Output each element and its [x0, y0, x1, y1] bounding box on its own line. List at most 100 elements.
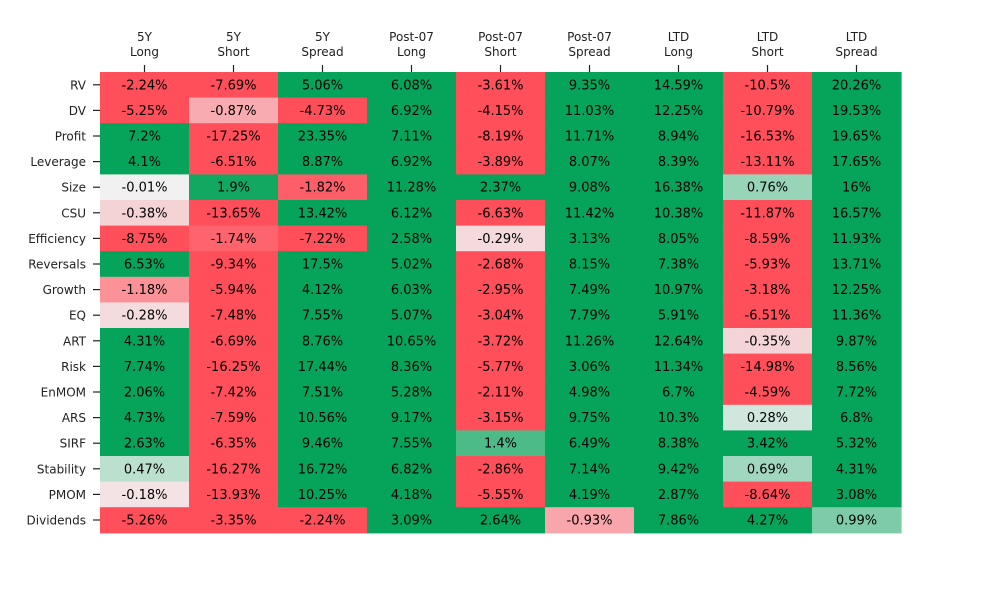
cell-value-label: 5.28% [391, 386, 432, 401]
cell-value-label: -7.48% [211, 309, 257, 324]
heatmap-cell [812, 379, 902, 406]
cell-value-label: 7.14% [569, 462, 610, 477]
cell-value-label: -6.69% [211, 334, 257, 349]
cell-value-label: 13.71% [832, 258, 882, 273]
cell-value-label: -3.72% [478, 334, 524, 349]
heatmap-cell [634, 225, 724, 252]
heatmap-cell [545, 353, 635, 380]
cell-value-label: -14.98% [740, 360, 794, 375]
heatmap-cell [723, 225, 813, 252]
cell-value-label: -0.87% [211, 104, 257, 119]
cell-value-label: 3.09% [391, 514, 432, 529]
heatmap-cell [100, 174, 190, 201]
cell-value-label: -8.19% [478, 130, 524, 145]
cell-value-label: -5.25% [122, 104, 168, 119]
heatmap-cell [723, 430, 813, 457]
cell-value-label: -3.35% [211, 514, 257, 529]
row-label: Profit [55, 130, 87, 144]
cell-value-label: -7.42% [211, 386, 257, 401]
heatmap-cell [367, 430, 457, 457]
column-label: 5Y Spread [301, 30, 343, 59]
cell-value-label: 2.06% [124, 386, 165, 401]
cell-value-label: -5.55% [478, 488, 524, 503]
heatmap-cell [812, 481, 902, 508]
heatmap-cell [545, 200, 635, 227]
row-label: PMOM [49, 488, 86, 502]
row-labels: RV DV Profit Leverage Size CSU Efficiency Rever… [27, 78, 100, 528]
heatmap-cell [723, 404, 813, 431]
heatmap-cell [367, 328, 457, 355]
row-label: Dividends [27, 514, 86, 528]
cell-value-label: 7.55% [391, 437, 432, 452]
heatmap-cell [189, 148, 279, 175]
heatmap-cell [545, 302, 635, 329]
cell-value-label: 9.87% [836, 334, 877, 349]
cell-value-label: 9.35% [569, 78, 610, 93]
cell-value-label: 4.1% [128, 155, 161, 170]
cell-value-label: 10.65% [387, 334, 437, 349]
cell-value-label: -0.35% [745, 334, 791, 349]
cell-value-label: -4.59% [745, 386, 791, 401]
row-label: EnMOM [41, 386, 86, 400]
heatmap-cell [545, 404, 635, 431]
cell-value-label: 4.98% [569, 386, 610, 401]
heatmap-cell [545, 72, 635, 99]
cell-value-label: 4.19% [569, 488, 610, 503]
cell-value-label: 3.42% [747, 437, 788, 452]
cell-value-label: -16.25% [206, 360, 260, 375]
cell-value-label: -8.59% [745, 232, 791, 247]
heatmap-cell [812, 302, 902, 329]
cell-value-label: 7.86% [658, 514, 699, 529]
heatmap-cell [189, 200, 279, 227]
cell-value-label: 7.11% [391, 130, 432, 145]
cell-value-label: 5.06% [302, 78, 343, 93]
heatmap-cell [100, 404, 190, 431]
heatmap-cell [367, 507, 457, 534]
cell-value-label: -8.64% [745, 488, 791, 503]
cell-value-label: -3.18% [745, 283, 791, 298]
heatmap-cell [367, 379, 457, 406]
cell-value-label: -5.93% [745, 258, 791, 273]
heatmap-cell [812, 174, 902, 201]
cell-value-label: 11.34% [654, 360, 704, 375]
heatmap-cell [723, 123, 813, 150]
column-label: LTD Long [664, 30, 693, 59]
cell-value-label: 6.7% [662, 386, 695, 401]
heatmap-cell [100, 225, 190, 252]
cell-value-label: 1.4% [484, 437, 517, 452]
heatmap-cell [634, 404, 724, 431]
heatmap-cell [634, 148, 724, 175]
heatmap-cell [456, 276, 546, 303]
cell-value-label: 19.65% [832, 130, 882, 145]
heatmap-cell [278, 251, 368, 278]
cell-value-label: 8.87% [302, 155, 343, 170]
cell-value-label: 11.03% [565, 104, 615, 119]
heatmap-cell [189, 276, 279, 303]
heatmap-cell [189, 353, 279, 380]
heatmap-cell [812, 200, 902, 227]
cell-value-label: 0.69% [747, 462, 788, 477]
heatmap-cell [278, 302, 368, 329]
heatmap-cell [723, 200, 813, 227]
cell-value-label: 7.72% [836, 386, 877, 401]
heatmap-cell [100, 251, 190, 278]
cell-value-label: 4.18% [391, 488, 432, 503]
cell-value-label: -5.26% [122, 514, 168, 529]
heatmap-cell [456, 379, 546, 406]
heatmap-cell [456, 302, 546, 329]
cell-value-label: 6.82% [391, 462, 432, 477]
cell-value-label: 7.49% [569, 283, 610, 298]
heatmap-cell [723, 353, 813, 380]
heatmap-cell [100, 379, 190, 406]
heatmap-cell [456, 430, 546, 457]
cell-value-label: -0.18% [122, 488, 168, 503]
cell-value-label: 10.56% [298, 411, 348, 426]
heatmap-cell [812, 123, 902, 150]
cell-value-label: 0.76% [747, 181, 788, 196]
cell-value-label: 8.38% [658, 437, 699, 452]
cell-value-label: 12.64% [654, 334, 704, 349]
cell-value-label: -16.27% [206, 462, 260, 477]
cell-value-label: -7.69% [211, 78, 257, 93]
heatmap-cell [545, 328, 635, 355]
heatmap-cell [634, 481, 724, 508]
